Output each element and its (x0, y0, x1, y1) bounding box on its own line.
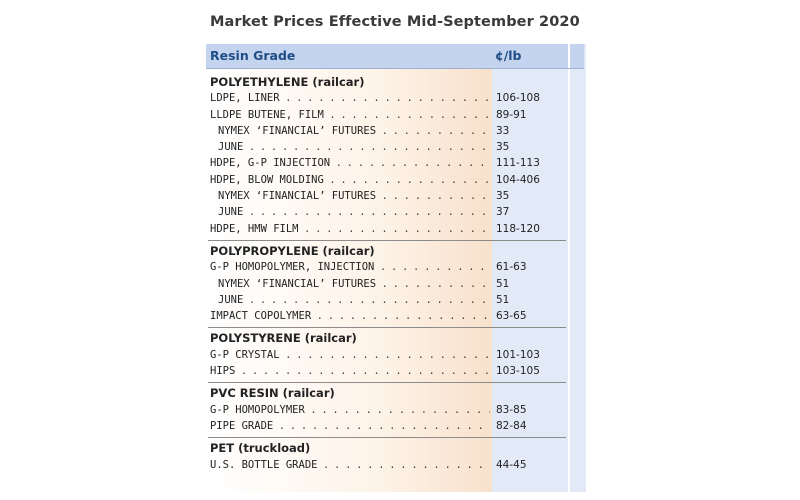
table-row: JUNE 37 (206, 204, 568, 220)
price-unit-header: ¢/lb (495, 48, 522, 63)
price-cell: 111-113 (496, 157, 540, 170)
table-row: LLDPE BUTENE, FILM 89-91 (206, 107, 568, 123)
price-cell: 51 (496, 293, 510, 306)
table-header: Resin Grade ¢/lb (206, 44, 584, 69)
resin-grade-cell: U.S. BOTTLE GRADE (210, 457, 490, 473)
price-cell: 106-108 (496, 92, 540, 105)
table-row: HIPS 103-105 (206, 363, 568, 379)
resin-grade-cell: LDPE, LINER (210, 90, 490, 106)
resin-grade-cell: HDPE, G-P INJECTION (210, 155, 490, 171)
resin-grade-cell: HDPE, BLOW MOLDING (210, 172, 490, 188)
price-cell: 118-120 (496, 222, 540, 235)
price-cell: 101-103 (496, 348, 540, 361)
resin-grade-cell: NYMEX ‘FINANCIAL’ FUTURES (218, 123, 490, 139)
table-row: JUNE 35 (206, 139, 568, 155)
table-row: NYMEX ‘FINANCIAL’ FUTURES 35 (206, 188, 568, 204)
page-title: Market Prices Effective Mid-September 20… (210, 14, 580, 30)
table-row: U.S. BOTTLE GRADE 44-45 (206, 457, 568, 473)
header-separator (568, 44, 570, 68)
section-title: POLYETHYLENE (railcar) (210, 75, 365, 89)
resin-grade-header: Resin Grade (210, 48, 296, 63)
table-row: HDPE, BLOW MOLDING 104-406 (206, 172, 568, 188)
resin-grade-cell: G-P HOMOPOLYMER, INJECTION (210, 259, 490, 275)
price-cell: 104-406 (496, 173, 540, 186)
table-row: HDPE, G-P INJECTION 111-113 (206, 155, 568, 171)
table-body: POLYETHYLENE (railcar)LDPE, LINER 106-108… (206, 72, 568, 477)
resin-grade-cell: LLDPE BUTENE, FILM (210, 107, 490, 123)
price-table: Resin Grade ¢/lb POLYETHYLENE (railcar) L… (206, 44, 586, 492)
resin-grade-cell: IMPACT COPOLYMER (210, 308, 490, 324)
price-cell: 83-85 (496, 403, 527, 416)
price-cell: 33 (496, 124, 510, 137)
price-cell: 44-45 (496, 458, 527, 471)
price-cell: 61-63 (496, 261, 527, 274)
table-section: POLYETHYLENE (railcar)LDPE, LINER 106-108… (206, 74, 568, 241)
price-cell: 82-84 (496, 419, 527, 432)
resin-grade-cell: NYMEX ‘FINANCIAL’ FUTURES (218, 188, 490, 204)
table-row: NYMEX ‘FINANCIAL’ FUTURES 51 (206, 276, 568, 292)
table-section: POLYPROPYLENE (railcar) G-P HOMOPOLYMER, … (206, 243, 568, 329)
resin-grade-cell: NYMEX ‘FINANCIAL’ FUTURES (218, 276, 490, 292)
resin-grade-cell: HDPE, HMW FILM (210, 221, 490, 237)
table-row: G-P HOMOPOLYMER 83-85 (206, 402, 568, 418)
price-column (492, 44, 568, 492)
resin-grade-cell: G-P HOMOPOLYMER (210, 402, 490, 418)
price-cell: 35 (496, 141, 510, 154)
price-cell: 37 (496, 206, 510, 219)
table-row: LDPE, LINER 106-108 (206, 90, 568, 106)
table-row: G-P HOMOPOLYMER, INJECTION 61-63 (206, 259, 568, 275)
resin-grade-cell: G-P CRYSTAL (210, 347, 490, 363)
table-row: G-P CRYSTAL 101-103 (206, 347, 568, 363)
section-title: POLYSTYRENE (railcar) (210, 331, 357, 346)
table-row: JUNE 51 (206, 292, 568, 308)
table-row: PIPE GRADE 82-84 (206, 418, 568, 434)
section-title: PET (truckload) (210, 441, 311, 456)
table-section: PET (truckload)U.S. BOTTLE GRADE 44-45 (206, 440, 568, 477)
section-title: PVC RESIN (railcar) (210, 386, 335, 401)
resin-grade-cell: JUNE (218, 292, 490, 308)
price-cell: 103-105 (496, 365, 540, 378)
price-cell: 63-65 (496, 310, 527, 323)
resin-grade-cell: JUNE (218, 139, 490, 155)
table-row: IMPACT COPOLYMER 63-65 (206, 308, 568, 324)
price-cell: 51 (496, 277, 510, 290)
table-row: HDPE, HMW FILM 118-120 (206, 221, 568, 237)
section-title: POLYPROPYLENE (railcar) (210, 243, 375, 258)
price-cell: 89-91 (496, 108, 527, 121)
resin-grade-cell: JUNE (218, 204, 490, 220)
extra-column (568, 44, 586, 492)
price-cell: 35 (496, 190, 510, 203)
table-section: PVC RESIN (railcar)G-P HOMOPOLYMER 83-85 P… (206, 385, 568, 439)
table-section: POLYSTYRENE (railcar)G-P CRYSTAL 101-103 H… (206, 330, 568, 384)
resin-grade-cell: HIPS (210, 363, 490, 379)
table-row: NYMEX ‘FINANCIAL’ FUTURES 33 (206, 123, 568, 139)
resin-grade-cell: PIPE GRADE (210, 418, 490, 434)
